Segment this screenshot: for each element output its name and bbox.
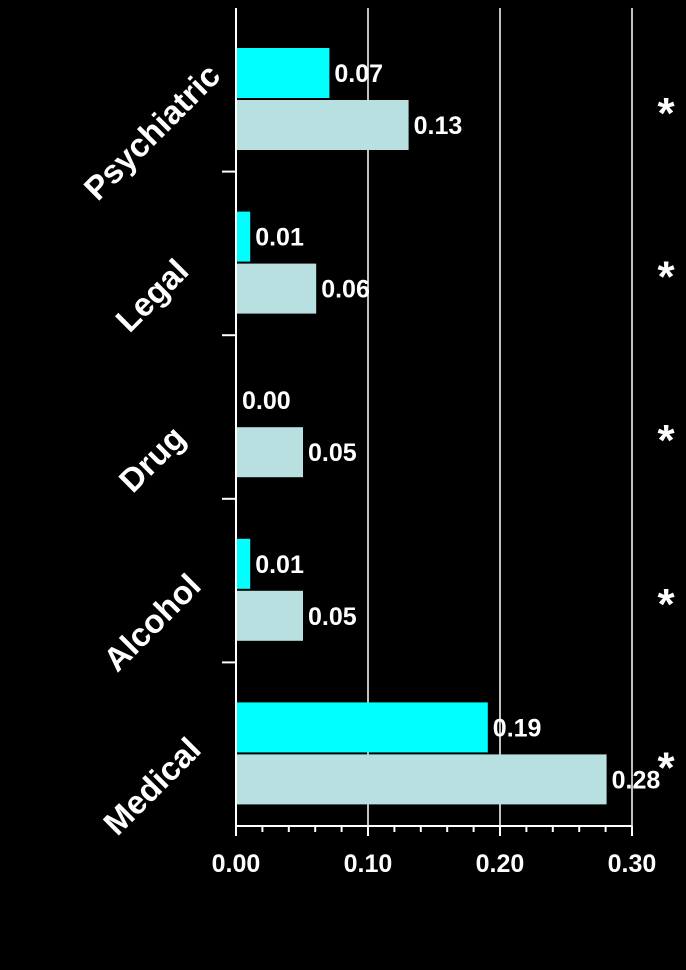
category-label-medical: Medical: [96, 730, 208, 842]
significance-marker-drug: *: [657, 416, 675, 465]
value-label-psychiatric-1: 0.13: [414, 112, 463, 140]
x-tick-label-1: 0.10: [344, 850, 393, 878]
category-label-alcohol: Alcohol: [96, 567, 208, 679]
value-label-drug-1: 0.05: [308, 439, 357, 467]
bar-alcohol-1: [237, 590, 303, 641]
x-tick-label-0: 0.00: [212, 850, 261, 878]
category-label-drug: Drug: [112, 419, 193, 500]
bar-drug-1: [237, 427, 303, 478]
value-label-psychiatric-0: 0.07: [334, 60, 383, 88]
value-label-drug-0: 0.00: [242, 387, 291, 415]
significance-marker-psychiatric: *: [657, 89, 675, 138]
bar-psychiatric-0: [237, 48, 330, 98]
x-tick-label-2: 0.20: [476, 850, 525, 878]
x-tick-label-3: 0.30: [608, 850, 657, 878]
value-label-alcohol-0: 0.01: [255, 551, 304, 579]
significance-marker-medical: *: [657, 743, 675, 792]
value-label-legal-0: 0.01: [255, 224, 304, 252]
value-label-medical-1: 0.28: [612, 766, 661, 794]
value-label-alcohol-1: 0.05: [308, 603, 357, 631]
bar-psychiatric-1: [237, 100, 409, 150]
category-label-psychiatric: Psychiatric: [77, 56, 228, 207]
significance-marker-legal: *: [657, 253, 675, 302]
bar-legal-1: [237, 263, 317, 314]
bars: [237, 48, 607, 805]
axes: [222, 8, 633, 836]
bar-medical-1: [237, 754, 607, 805]
value-label-legal-1: 0.06: [321, 276, 370, 304]
bar-medical-0: [237, 702, 488, 753]
bar-alcohol-0: [237, 538, 251, 589]
bar-legal-0: [237, 211, 251, 262]
category-label-legal: Legal: [108, 252, 195, 339]
significance-marker-alcohol: *: [657, 580, 675, 629]
value-label-medical-0: 0.19: [493, 714, 542, 742]
